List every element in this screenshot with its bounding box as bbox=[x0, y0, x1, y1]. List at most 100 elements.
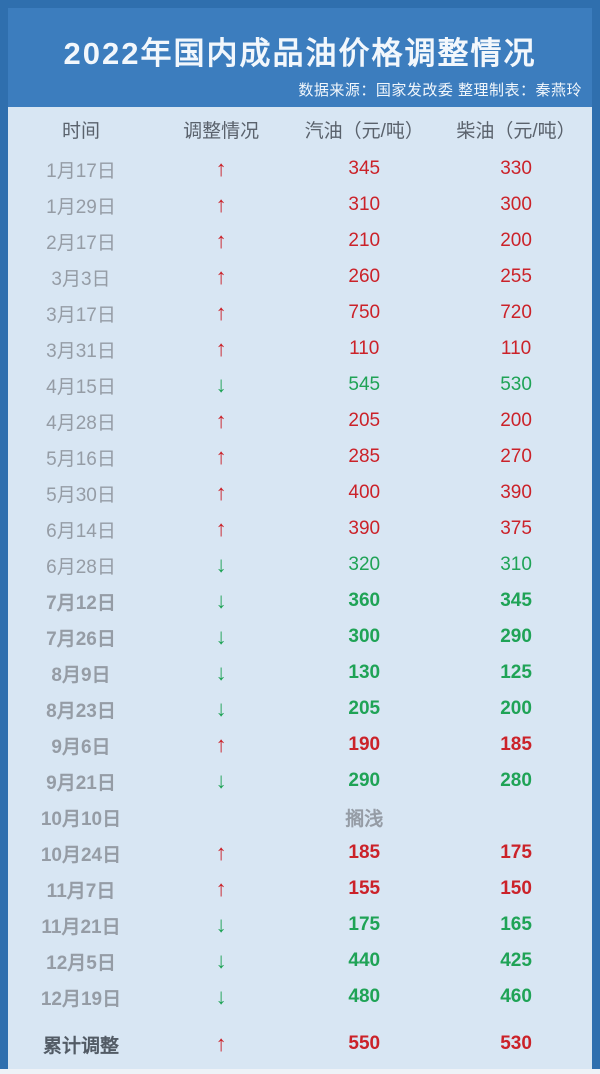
gasoline-value: 290 bbox=[348, 770, 381, 791]
up-arrow-icon: ↑ bbox=[215, 516, 227, 541]
up-arrow-icon: ↑ bbox=[215, 192, 227, 217]
diesel-value: 375 bbox=[500, 518, 532, 539]
table-card: 2022年国内成品油价格调整情况 数据来源：国家发改委 整理制表：秦燕玲 时间 … bbox=[8, 8, 592, 1069]
column-header-time: 时间 bbox=[61, 120, 100, 142]
table-row: 3月31日 ↑ 110 110 bbox=[8, 331, 592, 367]
gasoline-value: 550 bbox=[348, 1033, 381, 1054]
date-cell: 6月28日 bbox=[46, 556, 116, 578]
date-cell: 1月29日 bbox=[46, 196, 116, 218]
table-row: 7月12日 ↓ 360 345 bbox=[8, 583, 592, 619]
down-arrow-icon: ↓ bbox=[215, 624, 227, 649]
down-arrow-icon: ↓ bbox=[215, 912, 227, 937]
table-row: 10月24日 ↑ 185 175 bbox=[8, 835, 592, 871]
diesel-value: 345 bbox=[500, 590, 532, 611]
diesel-value: 200 bbox=[500, 230, 532, 251]
date-cell: 8月23日 bbox=[46, 700, 116, 722]
table-row: 3月3日 ↑ 260 255 bbox=[8, 259, 592, 295]
diesel-value: 255 bbox=[500, 266, 532, 287]
up-arrow-icon: ↑ bbox=[215, 840, 227, 865]
table-row: 11月21日 ↓ 175 165 bbox=[8, 907, 592, 943]
down-arrow-icon: ↓ bbox=[215, 984, 227, 1009]
gasoline-value: 110 bbox=[349, 338, 380, 359]
source-credit: 数据来源：国家发改委 整理制表：秦燕玲 bbox=[298, 82, 582, 99]
bottom-strip bbox=[0, 1069, 600, 1074]
date-cell: 1月17日 bbox=[46, 160, 116, 182]
table-row: 5月30日 ↑ 400 390 bbox=[8, 475, 592, 511]
up-arrow-icon: ↑ bbox=[215, 480, 227, 505]
diesel-value: 110 bbox=[500, 338, 532, 359]
date-cell: 12月19日 bbox=[40, 988, 122, 1010]
gasoline-value: 320 bbox=[348, 554, 381, 575]
down-arrow-icon: ↓ bbox=[215, 948, 227, 973]
page-title: 2022年国内成品油价格调整情况 bbox=[63, 36, 537, 71]
date-cell: 3月3日 bbox=[51, 268, 111, 290]
column-header-diesel: 柴油（元/吨） bbox=[456, 120, 576, 142]
gasoline-value: 390 bbox=[348, 518, 381, 539]
column-header-direction: 调整情况 bbox=[183, 120, 260, 142]
table-row: 9月6日 ↑ 190 185 bbox=[8, 727, 592, 763]
diesel-value: 720 bbox=[500, 302, 532, 323]
diesel-value: 270 bbox=[500, 446, 532, 467]
table-row: 4月28日 ↑ 205 200 bbox=[8, 403, 592, 439]
table-row: 11月7日 ↑ 155 150 bbox=[8, 871, 592, 907]
gasoline-value: 360 bbox=[348, 590, 381, 611]
table-row: 累计调整 ↑ 550 530 bbox=[8, 1021, 592, 1067]
gasoline-value: 205 bbox=[348, 410, 381, 431]
table-row: 3月17日 ↑ 750 720 bbox=[8, 295, 592, 331]
diesel-value: 300 bbox=[500, 194, 532, 215]
gasoline-value: 300 bbox=[348, 626, 381, 647]
diesel-value: 290 bbox=[500, 626, 532, 647]
gasoline-value: 480 bbox=[348, 986, 381, 1007]
table-row: 4月15日 ↓ 545 530 bbox=[8, 367, 592, 403]
column-header-gasoline: 汽油（元/吨） bbox=[304, 120, 424, 142]
gasoline-value: 260 bbox=[348, 266, 381, 287]
table-row: 12月5日 ↓ 440 425 bbox=[8, 943, 592, 979]
table-row: 12月19日 ↓ 480 460 bbox=[8, 979, 592, 1015]
table-row: 6月14日 ↑ 390 375 bbox=[8, 511, 592, 547]
diesel-value: 165 bbox=[500, 914, 532, 935]
date-cell: 4月15日 bbox=[46, 376, 116, 398]
up-arrow-icon: ↑ bbox=[215, 732, 227, 757]
down-arrow-icon: ↓ bbox=[215, 768, 227, 793]
up-arrow-icon: ↑ bbox=[215, 876, 227, 901]
date-cell: 累计调整 bbox=[42, 1035, 119, 1057]
table-row: 9月21日 ↓ 290 280 bbox=[8, 763, 592, 799]
diesel-value: 330 bbox=[500, 158, 532, 179]
date-cell: 3月17日 bbox=[46, 304, 116, 326]
table-row: 6月28日 ↓ 320 310 bbox=[8, 547, 592, 583]
date-cell: 10月24日 bbox=[40, 844, 122, 866]
diesel-value: 185 bbox=[500, 734, 532, 755]
date-cell: 4月28日 bbox=[46, 412, 116, 434]
diesel-value: 125 bbox=[500, 662, 532, 683]
date-cell: 2月17日 bbox=[46, 232, 116, 254]
gasoline-value: 175 bbox=[348, 914, 381, 935]
table-body: 1月17日 ↑ 345 330 1月29日 ↑ 310 300 2月17日 ↑ … bbox=[8, 151, 592, 1069]
date-cell: 11月7日 bbox=[46, 880, 116, 902]
date-cell: 6月14日 bbox=[46, 520, 116, 542]
gasoline-value: 440 bbox=[348, 950, 381, 971]
up-arrow-icon: ↑ bbox=[215, 444, 227, 469]
gasoline-value: 210 bbox=[348, 230, 381, 251]
title-band: 2022年国内成品油价格调整情况 数据来源：国家发改委 整理制表：秦燕玲 bbox=[8, 8, 592, 107]
down-arrow-icon: ↓ bbox=[215, 372, 227, 397]
date-cell: 5月30日 bbox=[46, 484, 116, 506]
gasoline-value: 285 bbox=[348, 446, 381, 467]
gasoline-value: 190 bbox=[348, 734, 381, 755]
date-cell: 7月12日 bbox=[46, 592, 116, 614]
table-row: 2月17日 ↑ 210 200 bbox=[8, 223, 592, 259]
gasoline-value: 345 bbox=[348, 158, 381, 179]
gasoline-value: 400 bbox=[348, 482, 381, 503]
up-arrow-icon: ↑ bbox=[215, 264, 227, 289]
up-arrow-icon: ↑ bbox=[215, 408, 227, 433]
table-header-row: 时间 调整情况 汽油（元/吨） 柴油（元/吨） bbox=[8, 107, 592, 151]
date-cell: 7月26日 bbox=[46, 628, 116, 650]
diesel-value: 280 bbox=[500, 770, 532, 791]
gasoline-value: 185 bbox=[348, 842, 381, 863]
down-arrow-icon: ↓ bbox=[215, 588, 227, 613]
date-cell: 12月5日 bbox=[46, 952, 116, 974]
date-cell: 9月21日 bbox=[46, 772, 116, 794]
diesel-value: 530 bbox=[500, 1033, 532, 1054]
table-row: 8月9日 ↓ 130 125 bbox=[8, 655, 592, 691]
gasoline-value: 155 bbox=[348, 878, 381, 899]
